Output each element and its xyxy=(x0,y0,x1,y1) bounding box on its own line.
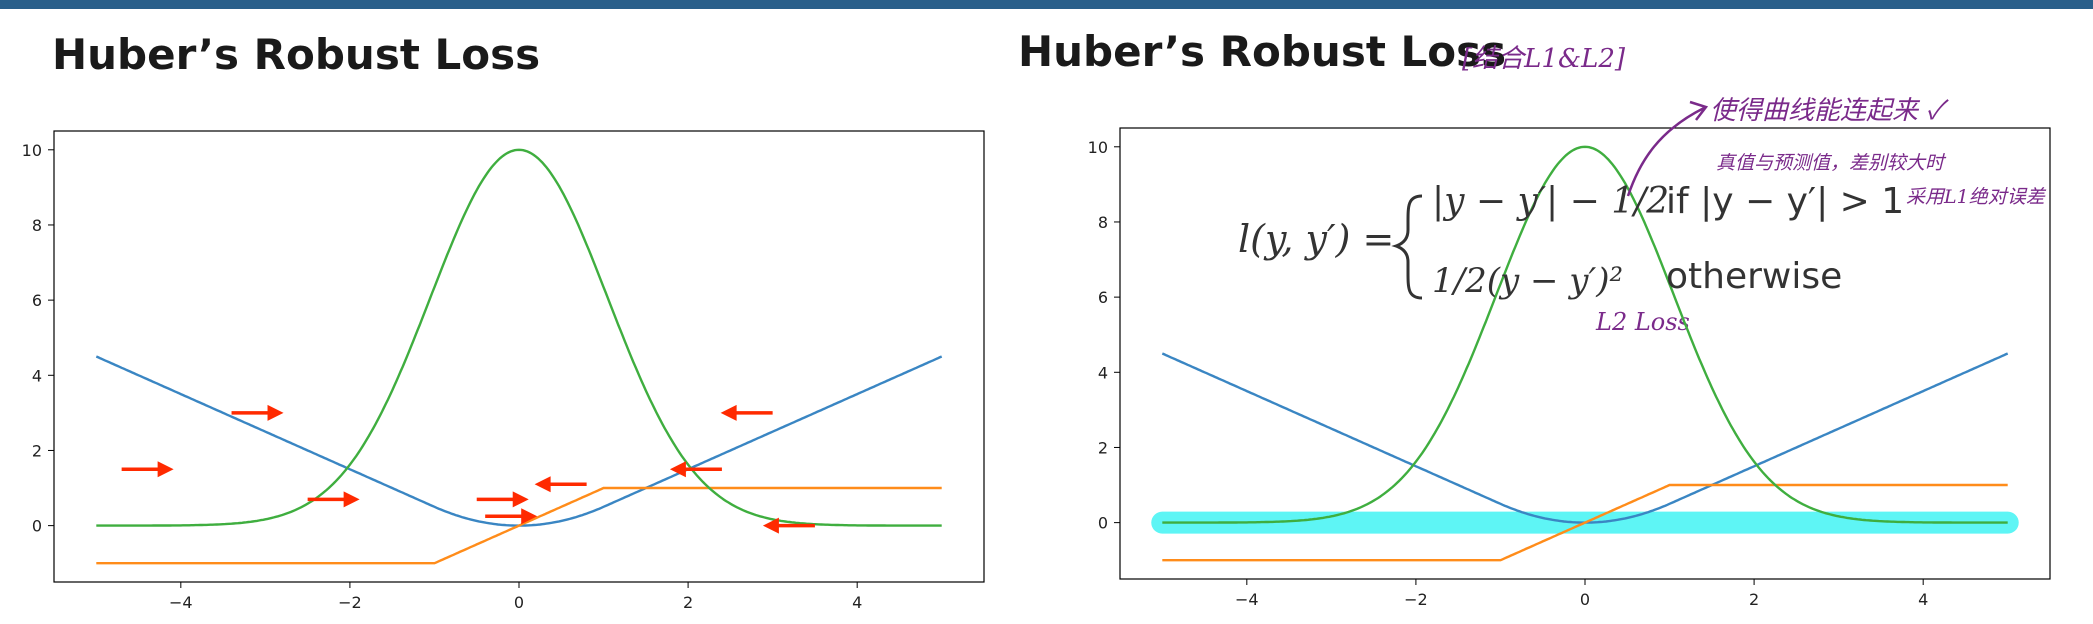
annotation-arrow-head xyxy=(1689,100,1709,121)
y-tick-label: 0 xyxy=(1098,514,1108,533)
top-accent-bar xyxy=(0,0,2093,9)
plot-frame xyxy=(53,130,985,583)
chart-left: −4 −2 0 2 4 0 2 4 6 8 10 xyxy=(22,130,985,612)
series-blue-line xyxy=(1161,352,2009,524)
formula-brace xyxy=(1391,194,1423,300)
series-green-line xyxy=(1162,145,2008,524)
force-arrow xyxy=(476,491,529,508)
x-tick-label: −2 xyxy=(1404,590,1428,609)
slide-title-right: Huber’s Robust Loss xyxy=(1018,27,1507,76)
x-tick-label: 2 xyxy=(1749,590,1759,609)
x-tick-label: −4 xyxy=(1235,590,1259,609)
y-tick-label: 6 xyxy=(32,291,42,310)
formula-case1-cond: if |y − y′| > 1 xyxy=(1666,181,1904,222)
series-orange-line xyxy=(1162,483,2008,562)
force-arrow xyxy=(669,461,722,478)
y-tick-label: 8 xyxy=(32,216,42,235)
x-tick-label: 4 xyxy=(1918,590,1928,609)
annotation-strokes xyxy=(1626,100,1709,197)
arrow-note: 使得曲线能连起来 ✓ xyxy=(1710,96,1945,126)
slide-title-left: Huber’s Robust Loss xyxy=(52,30,541,79)
y-tick-label: 10 xyxy=(22,141,42,160)
formula-case2: 1/2(y − y′)² xyxy=(1432,261,1623,301)
formula-case2-cond: otherwise xyxy=(1666,256,1842,297)
y-tick-label: 10 xyxy=(1088,138,1108,157)
formula-lhs: l(y, y′) = xyxy=(1238,217,1394,261)
bracket-note: [结合L1&L2] xyxy=(1462,44,1626,74)
x-tick-label: −2 xyxy=(338,593,362,612)
force-arrow xyxy=(307,491,360,508)
series-orange-line xyxy=(96,486,942,565)
y-tick-label: 0 xyxy=(32,517,42,536)
force-arrow xyxy=(121,461,174,478)
l2-note: L2 Loss xyxy=(1596,308,1690,336)
l1-note: 采用L1绝对误差 xyxy=(1906,186,2045,208)
y-tick-label: 6 xyxy=(1098,288,1108,307)
series-green-line xyxy=(96,148,942,527)
x-tick-label: 0 xyxy=(1580,590,1590,609)
force-arrow xyxy=(485,508,538,525)
formula-case1: |y − y′| − 1/2 xyxy=(1432,181,1669,222)
y-tick-label: 4 xyxy=(32,366,42,385)
force-arrow xyxy=(231,404,284,421)
x-tick-label: 2 xyxy=(683,593,693,612)
y-tick-label: 2 xyxy=(32,441,42,460)
huber-formula: l(y, y′) = |y − y′| − 1/2 if |y − y′| > … xyxy=(1238,181,1904,301)
diff-note: 真值与预测值，差别较大时 xyxy=(1716,152,1945,174)
force-arrow xyxy=(762,517,815,534)
chart-right: −4 −2 0 2 4 0 2 4 6 8 10 xyxy=(1088,127,2051,609)
force-arrow xyxy=(534,476,587,493)
y-tick-label: 4 xyxy=(1098,363,1108,382)
force-arrow xyxy=(720,404,773,421)
x-tick-label: 4 xyxy=(852,593,862,612)
x-tick-label: −4 xyxy=(169,593,193,612)
y-tick-label: 8 xyxy=(1098,213,1108,232)
annotation-arrow-line xyxy=(1626,106,1705,197)
y-tick-label: 2 xyxy=(1098,438,1108,457)
x-tick-label: 0 xyxy=(514,593,524,612)
